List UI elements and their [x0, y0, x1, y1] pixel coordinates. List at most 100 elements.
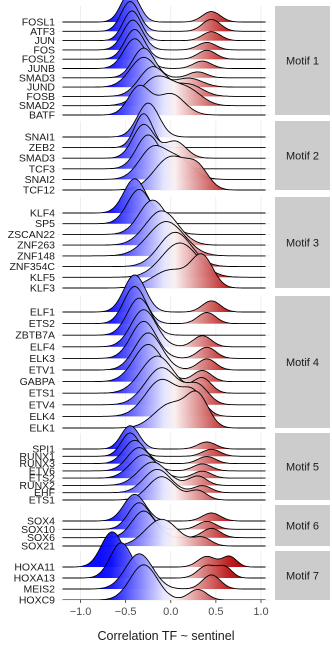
ridge-fill	[62, 476, 266, 500]
ridge-line	[62, 286, 266, 325]
tf-label: SNAI1	[25, 132, 56, 144]
tf-label: RUNX2	[19, 480, 55, 492]
tf-label: GABPA	[20, 376, 55, 388]
tf-label: JUN	[35, 35, 55, 47]
ridge-line	[62, 439, 266, 465]
tf-label: HOXC9	[19, 595, 55, 607]
facet-strip	[275, 121, 330, 190]
ridge-line	[62, 531, 266, 568]
ridge-fill	[62, 156, 266, 190]
facets: FOSL1ATF3JUNFOSFOSL2JUNBSMAD3JUNDFOSBSMA…	[8, 0, 330, 607]
ridge-fill	[62, 519, 266, 546]
ridge-fill	[62, 232, 266, 267]
ridge-fill	[62, 75, 266, 106]
x-tick-label: 0.0	[163, 606, 178, 618]
tf-label: JUNB	[28, 63, 55, 75]
ridge-line	[62, 199, 266, 235]
tf-label: ZSCAN22	[8, 229, 55, 241]
ridge-fill	[62, 286, 266, 324]
facet-strip	[275, 551, 330, 600]
tf-label: HOXA13	[14, 573, 56, 585]
facet-label: Motif 1	[286, 56, 319, 68]
ridge-line	[62, 19, 266, 51]
tf-label: SOX10	[21, 524, 55, 536]
ridge-line	[62, 309, 266, 348]
ridge-line	[62, 390, 266, 429]
ridge-line	[62, 355, 266, 394]
ridge-fill	[62, 553, 266, 589]
ridge-line	[62, 231, 266, 268]
tf-label: SP5	[35, 218, 55, 230]
ridge-line	[62, 518, 266, 547]
ridge-line	[62, 0, 266, 23]
ridge-line	[62, 66, 266, 97]
ridge-line	[62, 320, 266, 359]
ridge-line	[62, 102, 266, 138]
ridge-line	[62, 542, 266, 579]
tf-label: RUNX1	[19, 451, 55, 463]
tf-label: ELF1	[30, 307, 55, 319]
facet-4: ELF1ETS2ZBTB7AELF4ELK3ETV1GABPAETS1ETV4E…	[15, 274, 330, 435]
ridge-line	[62, 28, 266, 60]
x-tick-label: −0.5	[115, 606, 137, 618]
tf-label: KLF5	[30, 272, 55, 284]
facet-label: Motif 6	[286, 521, 319, 533]
ridge-line	[62, 367, 266, 406]
ridge-fill	[62, 447, 266, 471]
ridge-fill	[62, 440, 266, 464]
ridge-line	[62, 468, 266, 494]
tf-label: TCF3	[29, 163, 55, 175]
facet-label: Motif 7	[286, 571, 319, 583]
ridge-fill	[62, 564, 266, 600]
facet-strip	[275, 433, 330, 500]
ridge-line	[62, 221, 266, 257]
tf-label: ETS1	[29, 388, 55, 400]
tf-label: SNAI2	[25, 174, 56, 186]
tf-label: SOX21	[21, 541, 55, 553]
tf-label: HOXA11	[14, 562, 55, 574]
tf-label: ETS1	[29, 495, 55, 507]
ridge-line	[62, 297, 266, 336]
ridge-fill	[62, 309, 266, 347]
tf-label: FOSL1	[22, 17, 55, 29]
ridge-line	[62, 476, 266, 501]
facet-strip	[275, 296, 330, 428]
ridge-line	[62, 425, 266, 450]
tf-label: SMAD2	[19, 100, 55, 112]
ridge-line	[62, 145, 266, 180]
x-axis-title: Correlation TF ~ sentinel	[98, 629, 235, 643]
tf-label: ELK1	[29, 423, 55, 435]
tf-label: SMAD3	[19, 153, 55, 165]
ridge-line	[62, 378, 266, 417]
ridge-fill	[62, 103, 266, 137]
x-tick-label: −1.0	[70, 606, 92, 618]
tf-label: ETV1	[29, 365, 55, 377]
ridge-line	[62, 432, 266, 457]
tf-label: ELK3	[29, 353, 55, 365]
tf-label: SOX4	[27, 516, 55, 528]
ridge-fill	[62, 0, 266, 22]
tf-label: ZEB2	[29, 142, 55, 154]
ridge-fill	[62, 20, 266, 50]
tf-label: FOSB	[26, 91, 55, 103]
tf-label: FOSL2	[22, 54, 55, 66]
facet-label: Motif 5	[286, 462, 319, 474]
ridge-line	[62, 75, 266, 107]
facet-label: Motif 2	[286, 151, 319, 163]
ridge-line	[62, 461, 266, 486]
ridge-line	[62, 253, 266, 289]
ridge-line	[62, 10, 266, 42]
x-tick-label: 0.5	[208, 606, 223, 618]
ridge-line	[62, 332, 266, 371]
tf-label: SMAD3	[19, 72, 55, 84]
ridge-fill	[62, 1, 266, 32]
tf-label: JUND	[27, 82, 55, 94]
x-tick-label: 1.0	[253, 606, 268, 618]
tf-label: TCF12	[23, 185, 55, 197]
tf-label: ATF3	[30, 26, 55, 38]
tf-label: RUNX3	[19, 458, 55, 470]
ridge-fill	[62, 379, 266, 417]
